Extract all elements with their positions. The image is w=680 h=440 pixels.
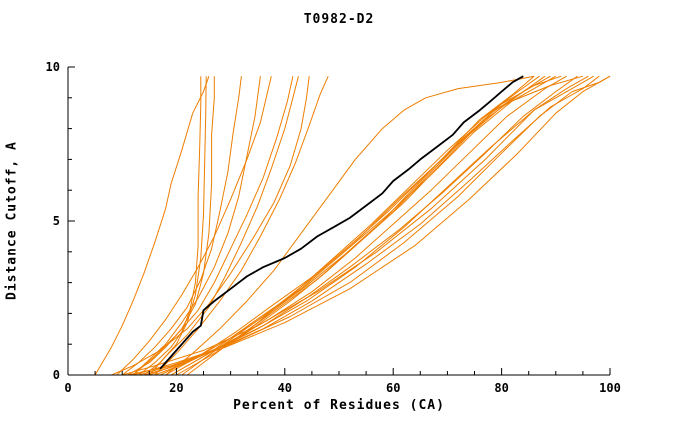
model-curve (138, 76, 202, 376)
model-curve (186, 75, 540, 376)
model-curve (121, 76, 242, 376)
model-curve (170, 75, 584, 376)
model-curve (159, 75, 535, 376)
x-tick-label: 60 (386, 381, 400, 395)
x-axis-label: Percent of Residues (CA) (233, 398, 445, 413)
model-curve (122, 75, 594, 376)
y-tick-label: 10 (46, 60, 60, 74)
x-tick-label: 20 (169, 381, 183, 395)
model-curve (94, 76, 210, 376)
model-curve (111, 76, 310, 376)
model-curve (143, 75, 589, 376)
y-tick-label: 5 (53, 214, 60, 228)
model-curve (154, 75, 329, 376)
model-curve (149, 75, 578, 376)
model-curve (132, 76, 261, 376)
x-tick-label: 80 (494, 381, 508, 395)
model-curve (181, 75, 562, 376)
model-curve (170, 75, 546, 376)
reference-curve (159, 75, 524, 370)
model-curve (176, 75, 557, 376)
model-curve (165, 75, 551, 376)
model-curve (148, 76, 299, 376)
model-curve (127, 76, 215, 376)
x-tick-label: 40 (278, 381, 292, 395)
model-curve (132, 76, 294, 376)
model-curve (165, 75, 535, 376)
chart-title: T0982-D2 (303, 12, 375, 27)
model-curve (132, 75, 611, 376)
model-curve (116, 76, 272, 376)
model-curve (138, 75, 600, 376)
x-tick-label: 100 (599, 381, 621, 395)
y-tick-label: 0 (53, 368, 60, 382)
y-axis-label: Distance Cutoff, A (4, 141, 20, 301)
x-tick-label: 0 (64, 381, 71, 395)
model-curve (127, 75, 611, 376)
